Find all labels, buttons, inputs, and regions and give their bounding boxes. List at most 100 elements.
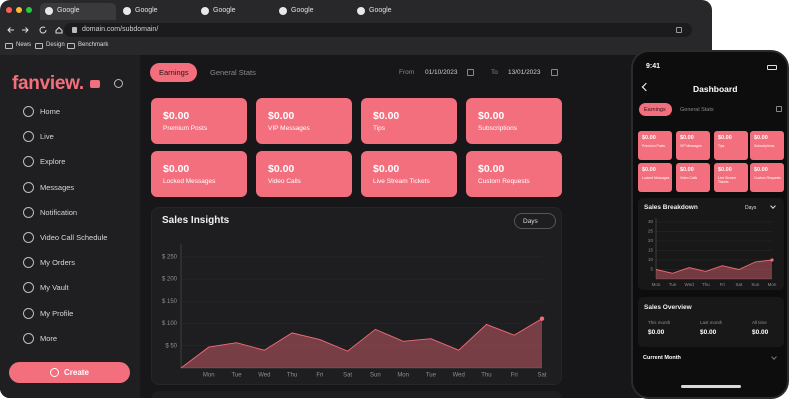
card-value: $0.00 (478, 163, 505, 175)
back-button[interactable] (641, 82, 651, 92)
create-label: Create (64, 368, 89, 377)
new-tab-button[interactable] (430, 6, 439, 15)
create-button[interactable]: Create (9, 362, 130, 383)
card-label: Live Stream Tickets (718, 176, 737, 184)
x-tick-label: Sat (735, 282, 743, 287)
dropdown-chevron (771, 354, 777, 360)
menu-label: My Orders (40, 258, 76, 268)
bookmark[interactable]: Benchmark (78, 42, 109, 48)
tab-title: Google (369, 7, 392, 14)
y-tick-label: $ 250 (162, 254, 178, 260)
menu-label: My Vault (40, 283, 69, 293)
menu-icon (23, 181, 34, 193)
overview-label: All time (752, 320, 767, 325)
menu-icon (23, 332, 34, 344)
card-label: Video Calls (680, 176, 698, 180)
range-label: Days (523, 218, 538, 225)
x-tick-label: Mon (397, 373, 409, 379)
menu-item[interactable]: More (15, 330, 135, 348)
earnings-card: $0.00 Custom Requests (750, 163, 784, 192)
x-tick-label: Mon (203, 373, 215, 379)
menu-item[interactable]: My Vault (15, 279, 135, 297)
y-tick-label: 20 (648, 238, 654, 243)
x-tick-label: Wed (258, 373, 270, 379)
tab-general-stats[interactable]: General Stats (210, 68, 256, 77)
browser-tab[interactable]: Google (196, 3, 272, 20)
status-time: 9:41 (646, 63, 661, 70)
card-label: Custom Requests (754, 176, 781, 180)
menu-item[interactable]: My Profile (15, 305, 135, 323)
window-control[interactable] (6, 7, 12, 13)
y-tick-label: 5 (650, 267, 653, 272)
menu-label: Video Call Schedule (40, 233, 108, 242)
browser-tab[interactable]: Google (118, 3, 194, 20)
y-tick-label: $ 200 (162, 277, 178, 283)
menu-icon (23, 156, 34, 168)
menu-item[interactable]: Video Call Schedule (15, 229, 135, 247)
star-icon[interactable] (676, 27, 682, 33)
to-date[interactable]: 13/01/2023 (508, 69, 541, 76)
tab-general-stats[interactable]: General Stats (680, 106, 714, 113)
card-label: Tips (373, 125, 386, 132)
from-date[interactable]: 01/10/2023 (425, 69, 458, 76)
card-value: $0.00 (754, 135, 768, 141)
menu-item[interactable]: My Orders (15, 254, 135, 272)
tab-title: Google (57, 7, 80, 14)
menu-label: Messages (40, 182, 75, 192)
bookmark-folder-icon[interactable] (5, 43, 13, 49)
window-control[interactable] (16, 7, 22, 13)
bookmark-folder-icon[interactable] (67, 43, 75, 49)
calendar-icon[interactable] (776, 106, 782, 112)
calendar-icon[interactable] (467, 69, 474, 76)
window-control[interactable] (26, 7, 32, 13)
menu-label: Notification (40, 207, 78, 217)
card-value: $0.00 (478, 110, 505, 122)
range-dropdown[interactable]: Days (514, 213, 556, 229)
address-bar[interactable]: domain.com/subdomain/ (64, 23, 692, 37)
wallet-icon[interactable] (90, 80, 100, 88)
earnings-card: $0.00 VIP Messages (676, 131, 710, 160)
card-value: $0.00 (680, 135, 694, 141)
earnings-card: $0.00 Custom Requests (466, 151, 562, 197)
x-tick-label: Fri (720, 282, 725, 287)
sales-overview-panel: Sales Overview This month $0.00 Last month $… (638, 297, 784, 347)
menu-item[interactable]: Live (15, 128, 135, 146)
y-tick-label: 25 (648, 229, 654, 234)
browser-tab[interactable]: Google (40, 3, 116, 20)
tab-favicon (357, 7, 365, 15)
overview-label: This month (648, 320, 671, 325)
bookmark-folder-icon[interactable] (35, 43, 43, 49)
x-tick-label: Thu (481, 373, 491, 379)
tab-title: Google (135, 7, 158, 14)
end-point (770, 258, 774, 262)
to-label: To (491, 69, 498, 76)
y-tick-label: 30 (648, 219, 654, 224)
tab-earnings[interactable]: Earnings (150, 63, 197, 82)
card-label: Premium Posts (163, 125, 208, 132)
menu-item[interactable]: Messages (15, 179, 135, 197)
bookmark[interactable]: News (16, 42, 32, 48)
menu-item[interactable]: Home (15, 103, 135, 121)
back-icon (7, 27, 14, 33)
menu-item[interactable]: Notification (15, 204, 135, 222)
theme-icon[interactable] (114, 79, 123, 88)
bookmark[interactable]: Design (46, 42, 65, 48)
x-tick-label: Tue (426, 373, 437, 379)
current-month[interactable]: Current Month (643, 355, 681, 361)
x-tick-label: Mon (768, 282, 777, 287)
y-tick-label: $ 50 (165, 343, 177, 349)
range-label[interactable]: Days (745, 205, 757, 211)
earnings-card: $0.00 Subscriptions (750, 131, 784, 160)
tab-earnings[interactable]: Earnings (639, 103, 672, 116)
browser-tab[interactable]: Google (274, 3, 350, 20)
browser-tab[interactable]: Google (352, 3, 428, 20)
x-tick-label: Thu (287, 373, 297, 379)
calendar-icon[interactable] (551, 69, 558, 76)
menu-item[interactable]: Explore (15, 153, 135, 171)
card-value: $0.00 (680, 167, 694, 173)
earnings-card: $0.00 Premium Posts (638, 131, 672, 160)
tab-favicon (279, 7, 287, 15)
nav-buttons[interactable] (6, 24, 66, 36)
reload-icon (39, 26, 47, 34)
end-point (539, 316, 545, 321)
